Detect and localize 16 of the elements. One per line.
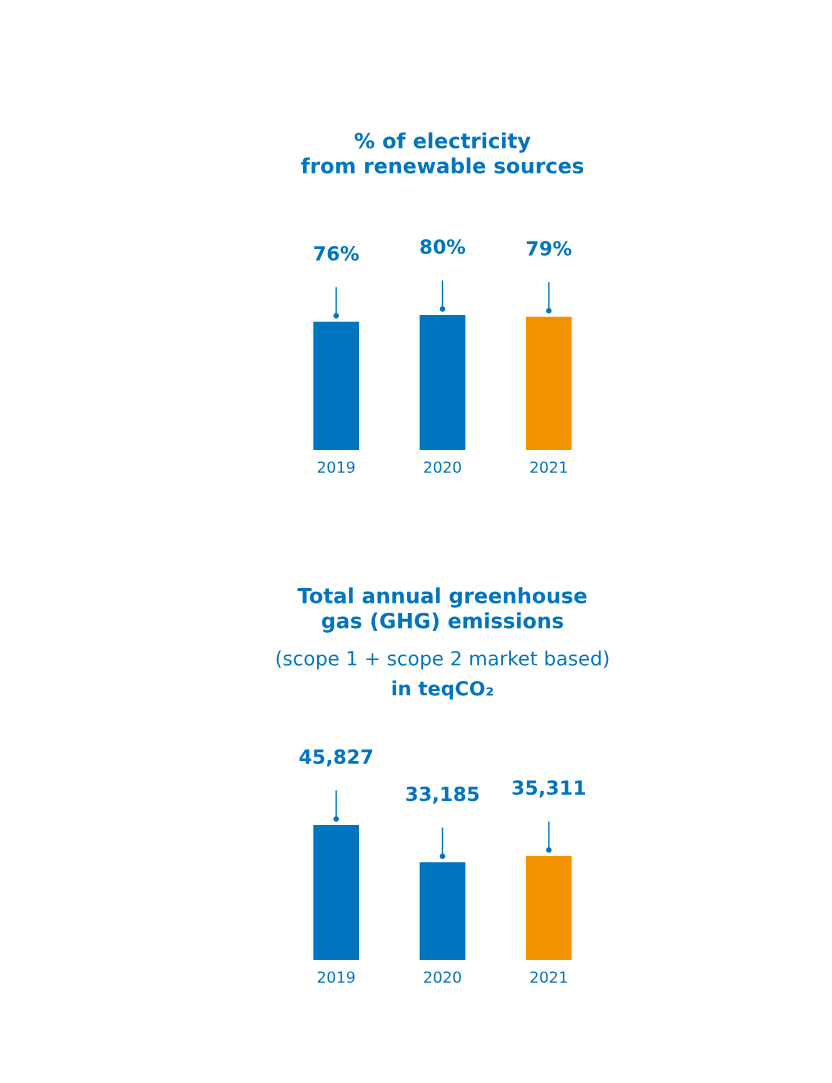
data-label: 45,827 (299, 749, 373, 767)
chart-subtitle: (scope 1 + scope 2 market based) (276, 650, 609, 670)
x-tick-label: 2020 (424, 971, 461, 983)
data-label: 80% (420, 239, 466, 254)
chart-title: Total annual greenhouse gas (GHG) emissions (297, 587, 587, 633)
x-tick-label: 2021 (530, 971, 567, 983)
data-label: 76% (314, 246, 359, 261)
x-tick-label: 2019 (317, 461, 355, 473)
chart-title: % of electricity from renewable sources (301, 132, 584, 174)
x-tick-label: 2020 (424, 461, 461, 473)
x-tick-label: 2021 (530, 461, 567, 473)
data-label: 33,185 (406, 786, 479, 804)
data-label: 79% (526, 240, 572, 256)
data-label: 35,311 (512, 780, 586, 798)
text: in teqCO₂ (392, 680, 493, 700)
x-tick-label: 2019 (317, 971, 355, 983)
